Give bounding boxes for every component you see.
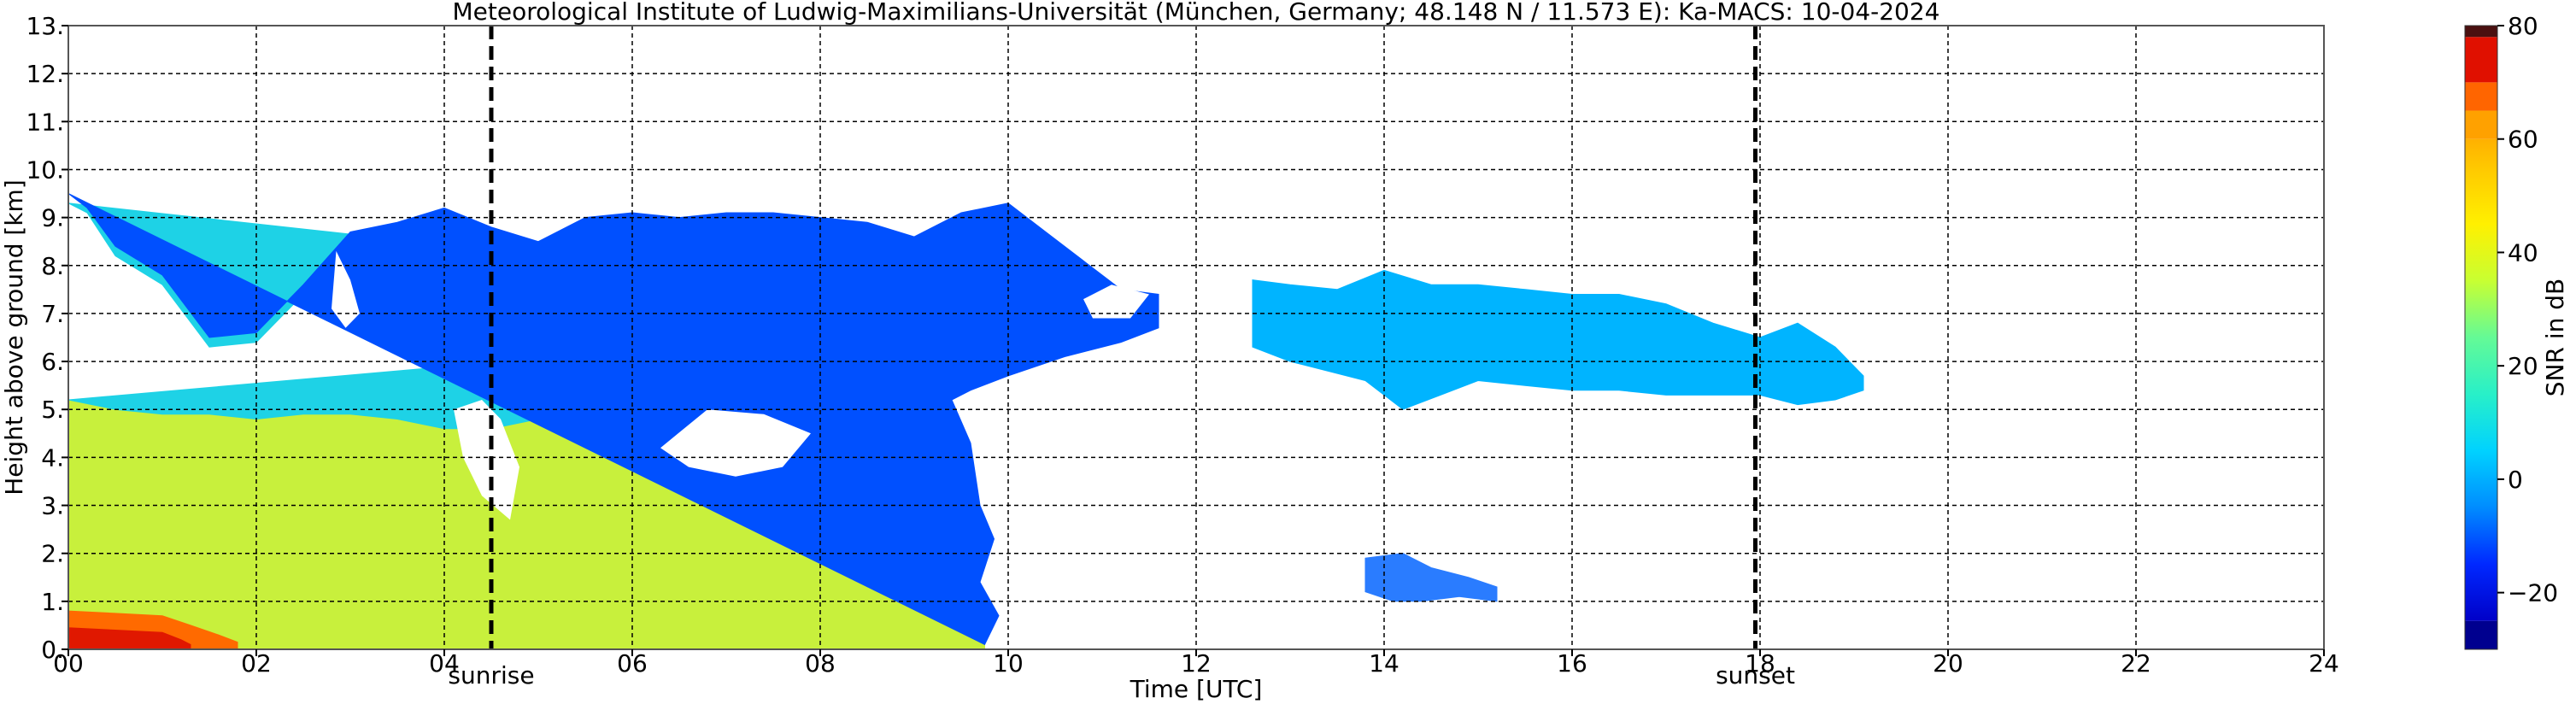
colorbar-segment [2465,37,2497,83]
x-tick-label: 18 [1745,649,1775,678]
region-gap-central [660,409,811,477]
y-tick-label: 1. [41,588,64,616]
region-surface-red-layer [68,627,191,649]
x-tick-label: 08 [805,649,836,678]
colorbar: −20 0 20 40 60 80 [2464,12,2558,650]
x-tick-label: 02 [241,649,272,678]
y-tick-label: 5. [41,396,64,424]
colorbar-tick-label: 40 [2508,238,2538,267]
region-gap-morning [454,400,519,520]
x-tick-label: 00 [53,649,84,678]
x-tick-label: 16 [1557,649,1587,678]
colorbar-tick-label: 20 [2508,352,2538,380]
y-tick-label: 4. [41,443,64,472]
y-tick-label: 10. [26,155,64,184]
y-tick-label: 2. [41,540,64,568]
x-tick-label: 04 [429,649,460,678]
x-tick-label: 24 [2309,649,2339,678]
colorbar-frame [2464,25,2498,650]
y-tick-label: 9. [41,204,64,232]
region-gap-mid [1083,285,1149,319]
marker-label-sunrise: sunrise [448,661,534,689]
y-tick-label: 3. [41,492,64,520]
y-axis-ticks: 0. 1. 2. 3. 4. 5. 6. 7. 8. 9. 10. 11. 12. 13. [26,12,68,664]
x-axis-ticks: 00 02 04 06 08 10 12 14 16 18 20 22 24 [53,649,2339,678]
event-markers: sunrise sunset [448,26,1795,689]
y-tick-label: 12. [26,60,64,88]
colorbar-segment [2465,110,2497,139]
x-tick-label: 06 [617,649,648,678]
y-tick-label: 11. [26,108,64,136]
marker-label-sunset: sunset [1716,661,1795,689]
chart-title: Meteorological Institute of Ludwig-Maxim… [452,0,1939,26]
y-tick-label: 8. [41,252,64,280]
colorbar-segment [2465,26,2497,38]
x-axis-label: Time [UTC] [1130,675,1263,703]
colorbar-tick-label: 0 [2508,466,2523,494]
colorbar-label: SNR in dB [2541,279,2569,396]
x-tick-label: 20 [1933,649,1963,678]
x-tick-label: 10 [993,649,1024,678]
region-anvil-cloud [1252,269,1864,410]
colorbar-tick-label: −20 [2508,579,2558,607]
plot-area: sunrise sunset [67,25,2325,689]
y-tick-label: 7. [41,300,64,328]
colorbar-tick-label: 80 [2508,12,2538,40]
x-tick-label: 22 [2121,649,2151,678]
colorbar-segment [2465,620,2497,649]
colorbar-tick-label: 60 [2508,126,2538,154]
x-tick-label: 12 [1181,649,1212,678]
y-axis-label: Height above ground [km] [0,179,28,496]
x-tick-label: 14 [1369,649,1399,678]
y-tick-label: 6. [41,348,64,376]
radar-echo-regions [68,193,1864,649]
grid-lines [68,26,2324,649]
y-tick-label: 0. [41,636,64,664]
colorbar-segment [2465,82,2497,111]
y-tick-label: 13. [26,12,64,40]
region-gap-early [332,250,360,328]
colorbar-gradient [2465,138,2497,621]
